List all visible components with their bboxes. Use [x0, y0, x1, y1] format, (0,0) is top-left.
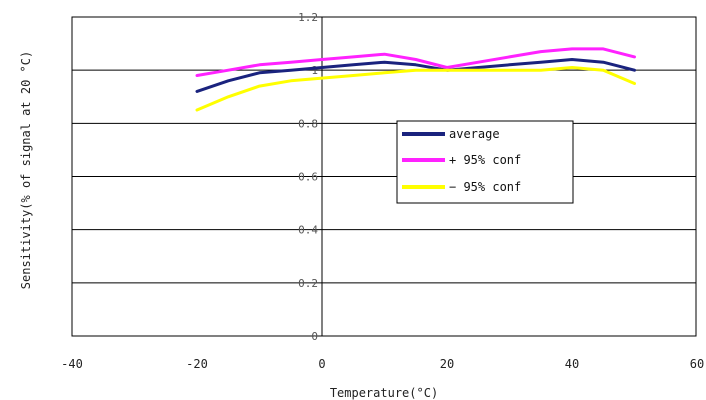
y-axis-title: Sensitivity(% of signal at 20 °C)	[19, 51, 33, 289]
x-tick-labels: -40 -20 0 20 40 60	[61, 357, 704, 371]
legend-label-0: average	[449, 127, 500, 141]
x-tick-label: 0	[318, 357, 325, 371]
y-tick-labels: 0 0.2 0.4 0.6 0.8 1 1.2	[298, 11, 318, 343]
y-tick-label: 0.6	[298, 171, 318, 184]
series-line-2	[195, 66, 636, 112]
y-tick-label: 0	[311, 330, 318, 343]
x-tick-label: 60	[690, 357, 704, 371]
x-axis-title: Temperature(°C)	[330, 386, 438, 400]
series-line-1	[195, 47, 636, 77]
series-lines	[195, 47, 636, 112]
y-tick-label: 1	[311, 64, 318, 77]
x-tick-label: -20	[186, 357, 208, 371]
legend-label-2: − 95% conf	[449, 180, 521, 194]
y-tick-label: 0.2	[298, 277, 318, 290]
x-tick-label: 40	[565, 357, 579, 371]
y-tick-label: 1.2	[298, 11, 318, 24]
x-tick-label: -40	[61, 357, 83, 371]
y-tick-label: 0.8	[298, 117, 318, 130]
legend-label-1: + 95% conf	[449, 153, 521, 167]
series-line-0	[195, 58, 636, 93]
x-tick-label: 20	[440, 357, 454, 371]
legend: average + 95% conf − 95% conf	[396, 120, 574, 204]
y-tick-label: 0.4	[298, 224, 318, 237]
